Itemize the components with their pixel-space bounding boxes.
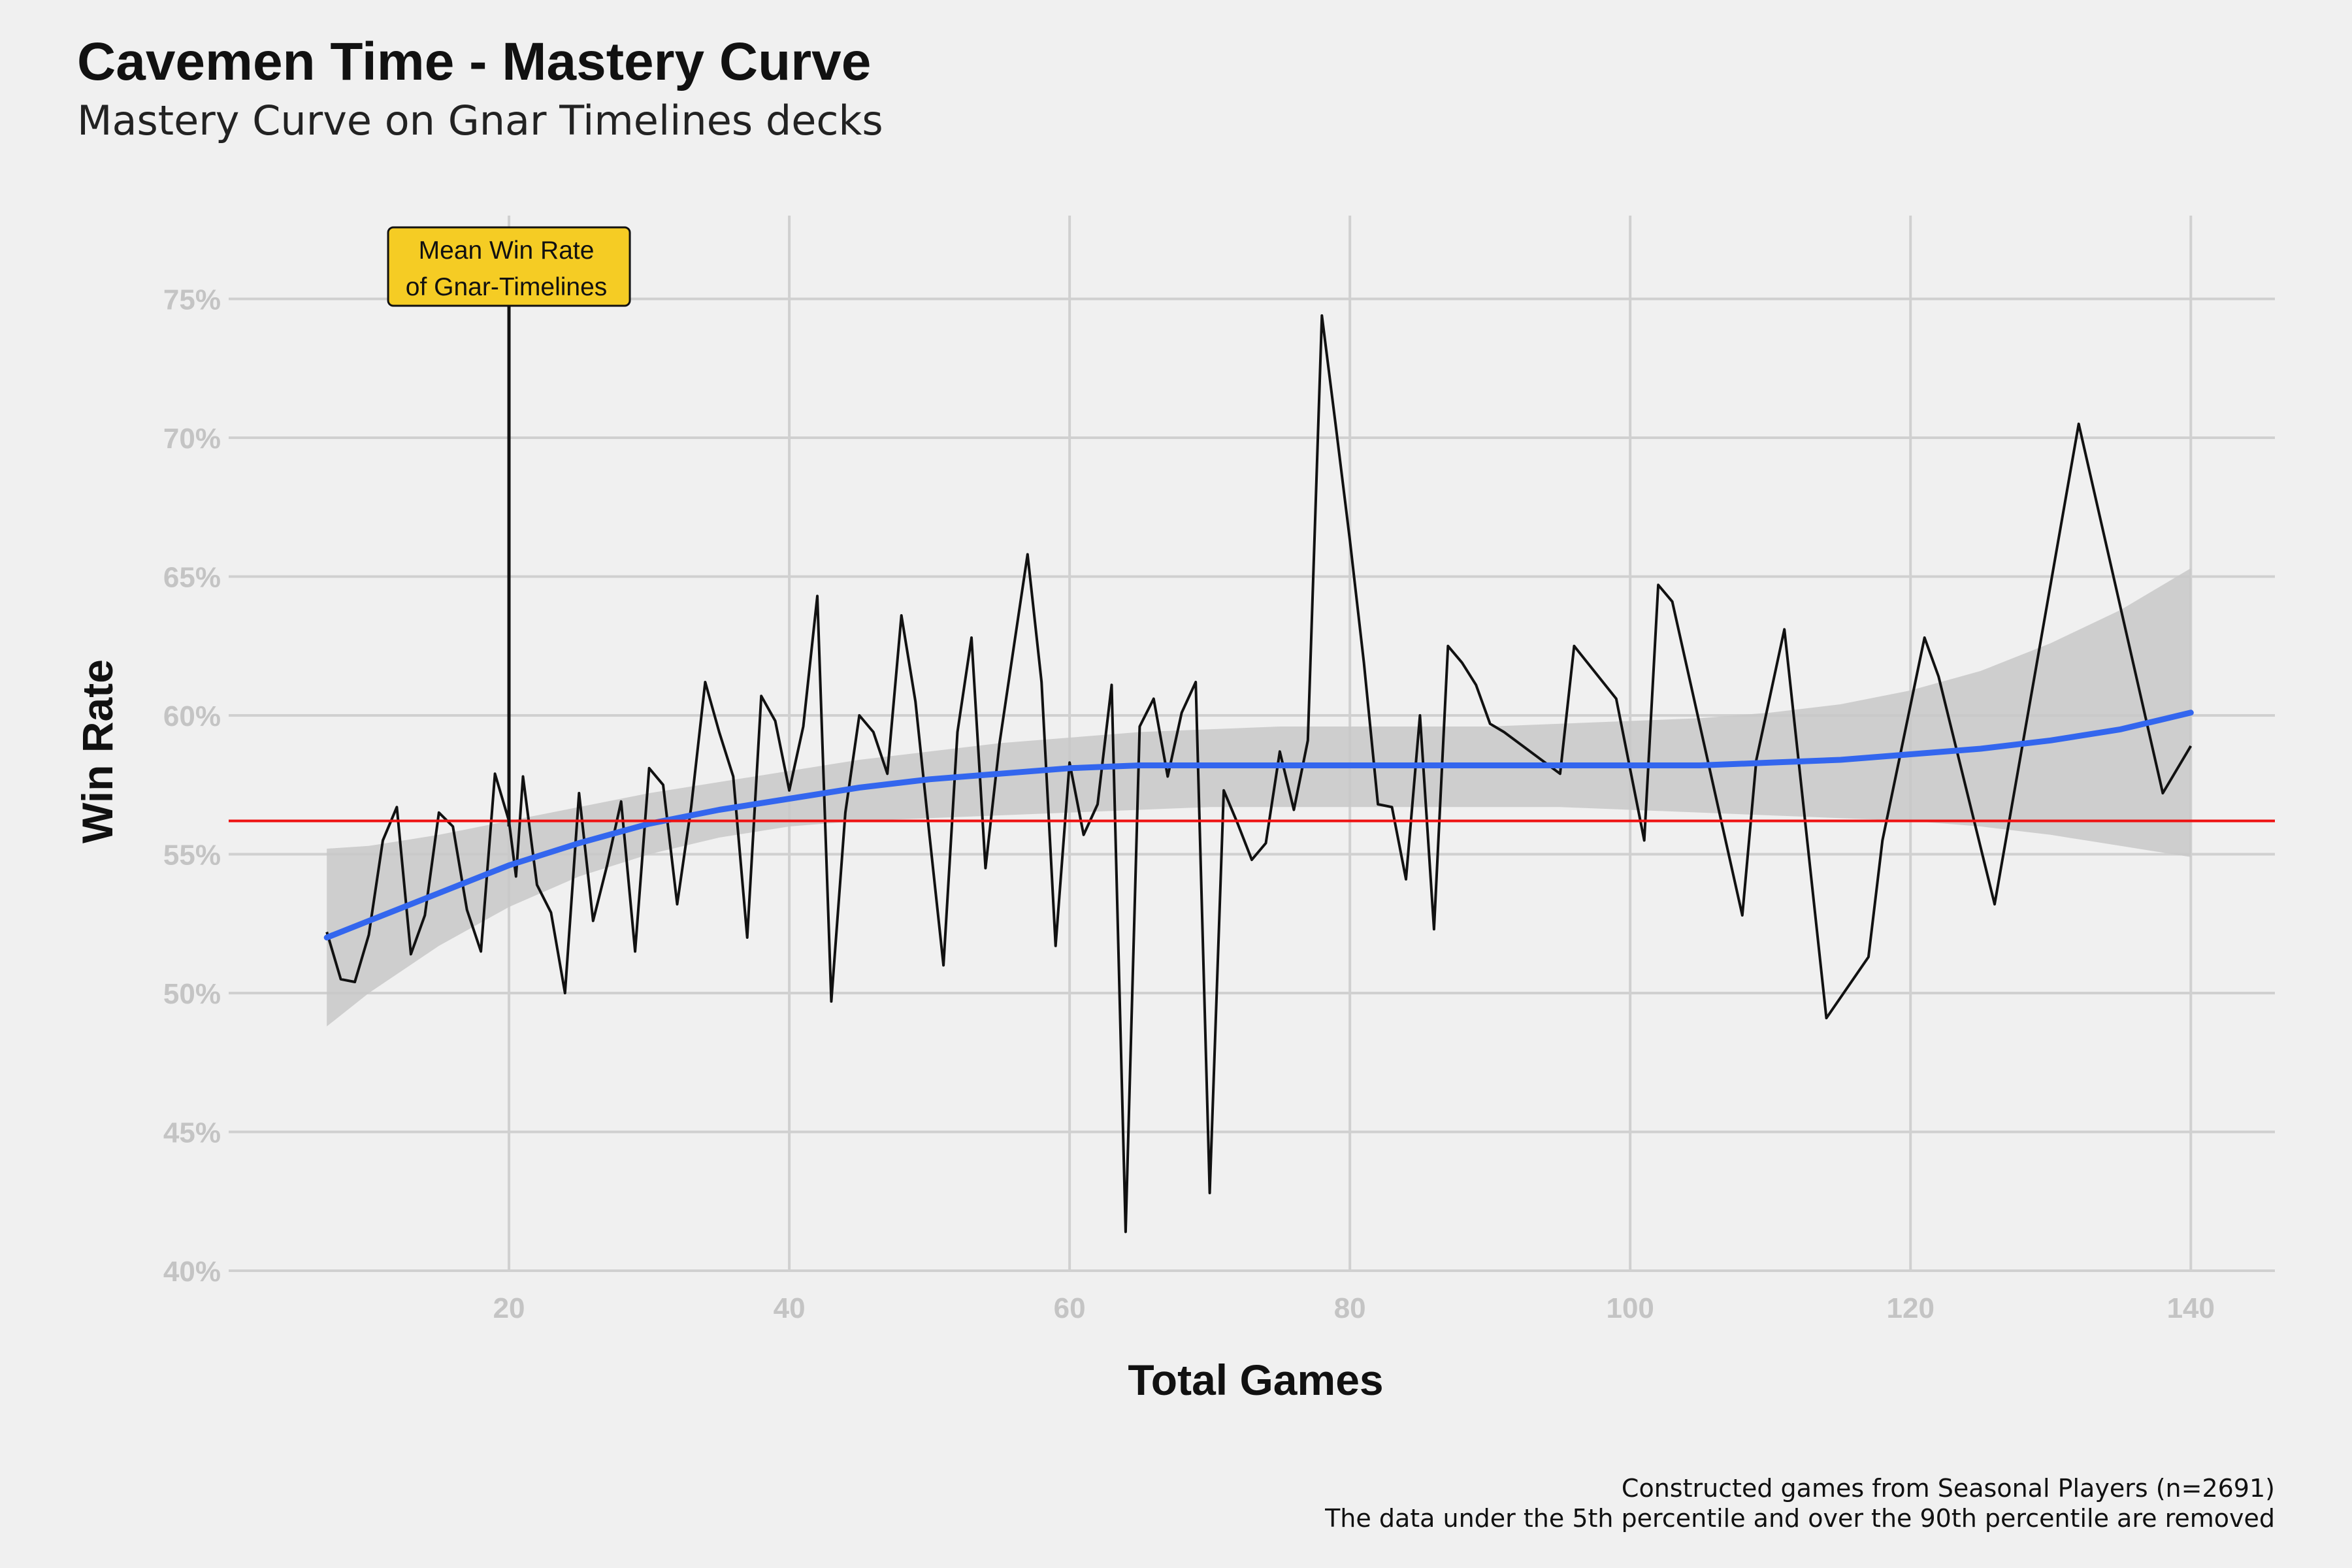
x-tick-label: 40 xyxy=(774,1292,806,1324)
confidence-ribbon xyxy=(327,568,2191,1026)
x-tick-label: 100 xyxy=(1606,1292,1654,1324)
y-tick-label: 65% xyxy=(163,562,221,594)
x-tick-label: 60 xyxy=(1054,1292,1086,1324)
y-tick-label: 70% xyxy=(163,423,221,455)
tick-labels: 40% 45% 50% 55% 60% 65% 70% 75% 20 40 60 80 100 120 14… xyxy=(163,284,2215,1325)
caption-line-2: The data under the 5th percentile and ov… xyxy=(1325,1504,2275,1533)
smooth-curve xyxy=(323,710,2194,941)
x-tick-label: 80 xyxy=(1334,1292,1366,1324)
y-tick-label: 40% xyxy=(163,1256,221,1288)
y-axis-title: Win Rate xyxy=(73,659,122,843)
x-tick-label: 20 xyxy=(493,1292,525,1324)
annotation-box xyxy=(387,226,631,307)
confidence-ribbon-group xyxy=(327,568,2191,1026)
chart-subtitle: Mastery Curve on Gnar Timelines decks xyxy=(77,97,883,144)
annotation-label: Mean Win Rate xyxy=(419,237,595,265)
y-tick-label: 45% xyxy=(163,1117,221,1149)
caption-line-1: Constructed games from Seasonal Players … xyxy=(1621,1474,2275,1503)
y-tick-label: 75% xyxy=(163,284,221,316)
x-tick-label: 140 xyxy=(2167,1292,2215,1324)
smooth-curve-group xyxy=(323,710,2194,941)
y-tick-label: 60% xyxy=(163,700,221,732)
chart-title: Cavemen Time - Mastery Curve xyxy=(77,32,872,91)
chart-caption: Constructed games from Seasonal Players … xyxy=(1325,1473,2275,1533)
y-tick-label: 50% xyxy=(163,978,221,1010)
x-axis-title: Total Games xyxy=(1128,1356,1383,1404)
x-tick-label: 120 xyxy=(1887,1292,1935,1324)
annotation-group: Mean Win Rate of Gnar-Timelines xyxy=(387,226,631,826)
annotation-label: of Gnar-Timelines xyxy=(406,273,607,301)
y-tick-label: 55% xyxy=(163,840,221,872)
